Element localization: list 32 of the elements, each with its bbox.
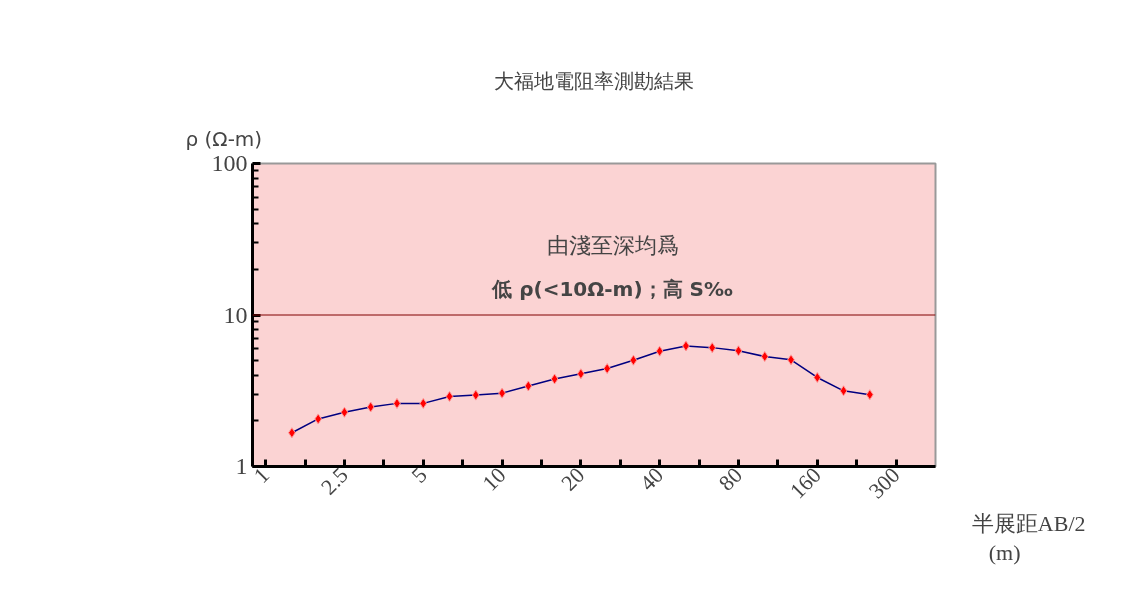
x-tick-label: 160 [784, 462, 826, 504]
point [314, 413, 323, 425]
point [865, 389, 874, 401]
x-axis-title: 半展距AB/2 (m) [971, 510, 1086, 565]
point [629, 354, 638, 366]
point [471, 389, 480, 401]
x-tick-label: 40 [634, 462, 669, 496]
y-tick-label: 10 [223, 301, 248, 328]
point [419, 397, 428, 409]
point [655, 345, 664, 357]
x-tick-label: 10 [477, 462, 511, 496]
x-tick-label: 20 [556, 462, 590, 496]
x-tick-label: 300 [863, 462, 905, 504]
x-tick-label: 1 [248, 462, 275, 488]
y-tick-label: 100 [211, 150, 248, 176]
point [760, 351, 769, 363]
chart-title: 大福地電阻率測勘結果 [494, 68, 694, 93]
point [524, 380, 533, 392]
point [839, 385, 848, 397]
point [340, 406, 349, 418]
annotation: 低 ρ(<10Ω-m)；高 S‰ [491, 276, 733, 301]
point [445, 390, 454, 402]
annotation: 由淺至深均爲 [546, 233, 679, 258]
point [708, 342, 717, 354]
point [366, 401, 375, 413]
x-tick-label: 5 [406, 462, 432, 488]
point [734, 345, 743, 357]
x-tick-label: 2.5 [315, 462, 353, 500]
y-axis-title: ρ (Ω-m) [185, 127, 263, 151]
point [813, 371, 822, 383]
point [550, 373, 559, 385]
x-tick-label: 80 [713, 462, 747, 496]
